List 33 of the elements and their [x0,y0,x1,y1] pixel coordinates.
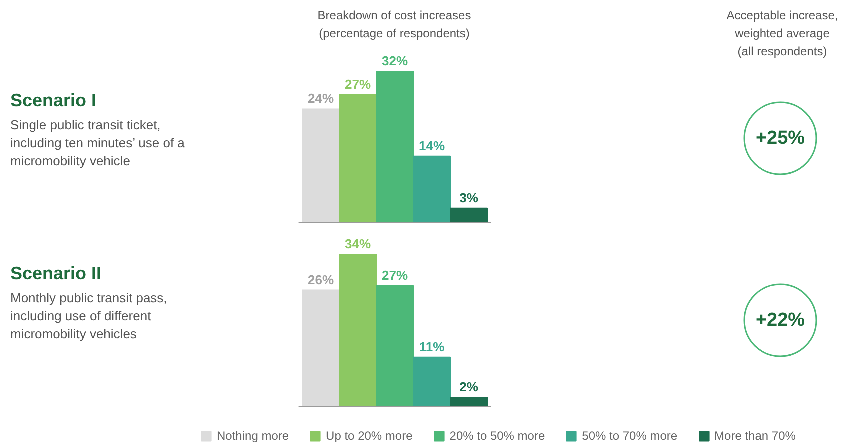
bar [302,290,340,407]
legend-label: 20% to 50% more [450,429,546,443]
legend-label: Nothing more [217,429,290,443]
bar [413,356,451,407]
legend-label: 50% to 70% more [582,429,678,443]
bar [302,108,340,223]
data-label: 11% [419,339,446,354]
data-label: 26% [308,272,334,288]
data-label: 24% [308,91,334,106]
text: Scenario II [10,264,102,284]
text: Monthly public transit pass, including use of different micromobility vehicles [10,290,168,342]
data-label: 2% [460,380,479,395]
legend-label: More than 70% [714,429,796,443]
data-label: 14% [418,138,446,154]
data-label: 34% [344,236,372,252]
bar [376,285,414,407]
text: Scenario I [10,90,97,110]
bar [450,208,488,223]
text: Single public transit ticket, including ten minutes’ use of a micromobility vehicle [10,118,186,168]
data-label: 32% [382,53,408,68]
bar [339,254,377,407]
text: +22% [756,310,806,331]
data-label: 27% [344,77,372,92]
text: +25% [756,128,806,149]
data-label: 3% [460,190,479,206]
bar [376,70,414,223]
bar [450,397,488,407]
bar [339,94,377,223]
text: Breakdown of cost increases (percentage of respondents) [318,8,472,40]
text: Acceptable increase, weighted average (all respondents) [726,8,838,58]
legend-label: Up to 20% more [326,429,413,443]
bar [413,156,451,223]
data-label: 27% [382,268,408,283]
